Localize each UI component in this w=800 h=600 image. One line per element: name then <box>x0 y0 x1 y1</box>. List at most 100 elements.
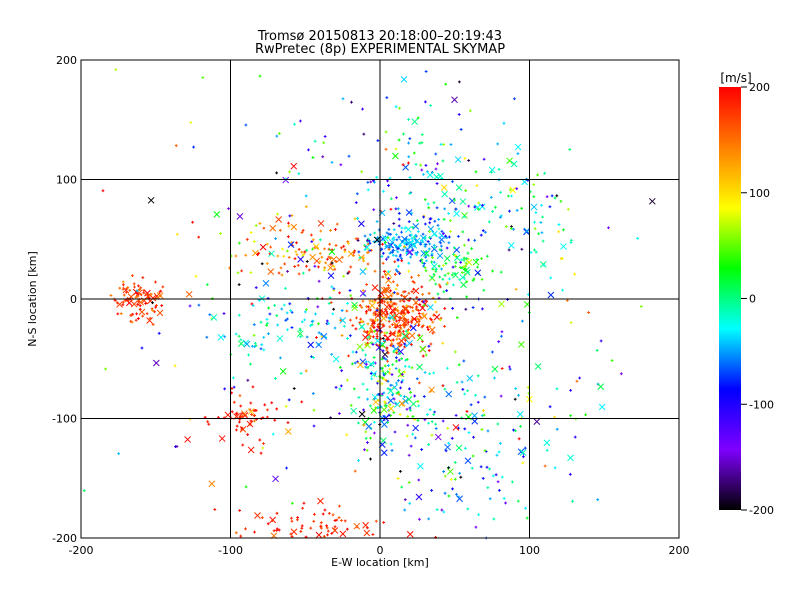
data-point <box>408 176 412 179</box>
data-point-cross <box>464 457 472 465</box>
data-point <box>443 387 447 391</box>
data-point <box>375 308 379 312</box>
data-point <box>418 303 422 306</box>
x-tick-label: -100 <box>218 544 243 557</box>
data-point <box>398 352 402 356</box>
data-point <box>372 313 376 317</box>
data-point <box>349 404 353 407</box>
data-point <box>392 236 396 240</box>
data-point-cross <box>452 271 459 279</box>
data-point-cross <box>444 443 451 451</box>
data-point-cross <box>380 309 387 316</box>
data-point <box>491 350 494 354</box>
colorbar-tick-label: 0 <box>749 293 756 306</box>
data-point <box>454 261 458 264</box>
data-point <box>116 312 120 316</box>
data-point <box>343 519 347 523</box>
data-point-cross <box>408 332 416 340</box>
data-point <box>384 130 388 134</box>
data-point <box>504 225 508 228</box>
data-point <box>382 296 386 299</box>
data-point <box>227 207 230 211</box>
data-point <box>432 413 436 416</box>
data-point <box>508 365 511 369</box>
data-point <box>466 389 470 393</box>
data-point <box>481 229 485 233</box>
data-point <box>389 232 393 236</box>
data-point <box>428 217 432 221</box>
data-point <box>399 326 402 329</box>
data-point <box>506 194 510 198</box>
data-point <box>297 272 301 276</box>
data-point <box>397 217 401 221</box>
data-point <box>369 335 373 338</box>
data-point <box>251 385 255 389</box>
data-point-cross <box>330 255 338 263</box>
data-point <box>475 184 479 188</box>
data-point-cross <box>320 333 328 340</box>
data-point-cross <box>365 423 373 430</box>
data-point <box>197 303 201 307</box>
data-point <box>319 229 323 233</box>
data-point <box>155 304 158 307</box>
data-point <box>343 248 347 252</box>
data-point <box>136 294 140 298</box>
data-point <box>350 100 353 104</box>
data-point-cross <box>363 243 371 251</box>
data-point <box>421 232 425 236</box>
data-point <box>395 337 399 341</box>
data-point <box>385 331 389 335</box>
data-point-cross <box>339 530 347 538</box>
x-tick-label: -200 <box>69 544 94 557</box>
data-point <box>391 250 394 254</box>
data-point <box>293 257 297 261</box>
data-point <box>507 248 511 252</box>
data-point <box>400 293 403 297</box>
data-point-cross <box>530 203 538 211</box>
data-point <box>355 316 358 320</box>
data-point <box>555 194 559 198</box>
data-point <box>396 247 400 250</box>
data-point <box>465 295 469 299</box>
data-point <box>399 312 403 315</box>
data-point-cross <box>459 274 467 281</box>
data-point <box>417 274 421 277</box>
data-point <box>369 326 372 330</box>
data-point <box>435 206 439 210</box>
data-point <box>433 219 437 223</box>
data-point <box>508 367 512 371</box>
data-point <box>277 271 281 275</box>
data-point-cross <box>407 238 414 246</box>
data-point <box>340 246 343 250</box>
data-point <box>483 395 487 399</box>
data-point <box>312 424 316 428</box>
data-point <box>310 240 314 244</box>
data-point-cross <box>428 386 435 394</box>
data-point-cross <box>147 196 155 204</box>
data-point <box>382 377 386 381</box>
data-point <box>473 205 477 209</box>
data-point <box>126 286 129 290</box>
data-point-cross <box>284 428 292 435</box>
data-point-cross <box>359 358 367 366</box>
data-point <box>395 349 399 353</box>
data-point <box>499 214 503 218</box>
data-point <box>341 97 345 101</box>
data-point <box>287 221 290 225</box>
data-point <box>266 408 269 412</box>
data-point <box>383 404 387 408</box>
data-point <box>275 134 279 138</box>
data-point <box>497 340 501 344</box>
data-point <box>339 318 343 322</box>
data-point <box>390 294 394 298</box>
data-point <box>381 349 385 353</box>
data-point <box>247 353 250 357</box>
data-point <box>453 246 456 250</box>
data-point <box>403 498 407 502</box>
colorbar-tick-label: 200 <box>749 81 770 94</box>
data-point <box>383 240 387 244</box>
data-point <box>428 372 431 376</box>
data-point <box>569 321 573 325</box>
data-point <box>476 265 479 269</box>
data-point <box>250 413 253 416</box>
